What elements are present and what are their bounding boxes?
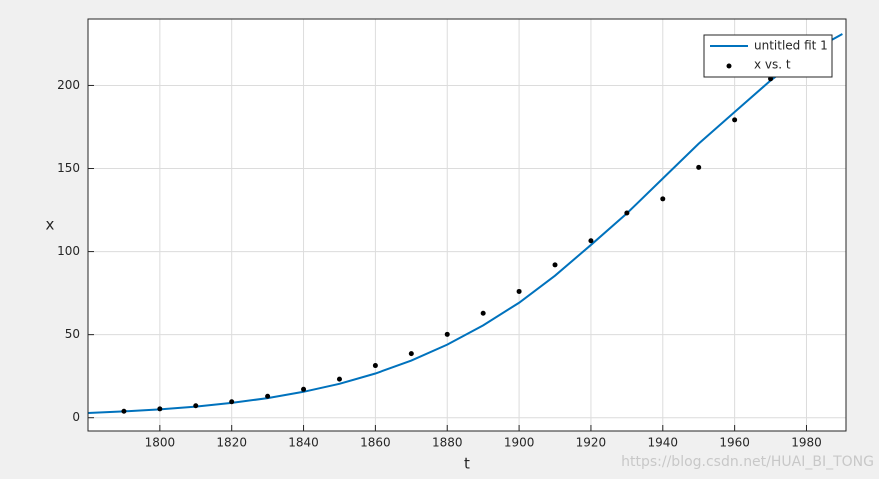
x-tick-label: 1900 bbox=[504, 436, 535, 450]
fit-line bbox=[88, 33, 843, 415]
x-tick-label: 1960 bbox=[719, 436, 750, 450]
y-tick-label: 0 bbox=[72, 410, 80, 424]
legend-label: x vs. t bbox=[754, 58, 791, 72]
axes-box bbox=[87, 18, 847, 432]
legend-box bbox=[703, 34, 833, 78]
data-point bbox=[660, 196, 666, 202]
data-point bbox=[193, 403, 199, 409]
data-point bbox=[229, 399, 235, 405]
data-point bbox=[588, 238, 594, 244]
data-point bbox=[768, 76, 774, 82]
data-point bbox=[157, 406, 163, 412]
x-axis-label: t bbox=[464, 455, 470, 473]
legend-marker bbox=[726, 63, 732, 69]
x-tick-label: 1920 bbox=[576, 436, 607, 450]
y-axis-label: x bbox=[46, 216, 55, 234]
x-tick-label: 1800 bbox=[145, 436, 176, 450]
data-point bbox=[624, 210, 630, 216]
x-tick-label: 1840 bbox=[288, 436, 319, 450]
data-point bbox=[265, 393, 271, 399]
watermark: https://blog.csdn.net/HUAI_BI_TONG bbox=[621, 454, 874, 470]
data-point bbox=[444, 331, 450, 337]
data-point bbox=[732, 117, 738, 123]
plot-area bbox=[88, 19, 846, 431]
x-tick-label: 1980 bbox=[791, 436, 822, 450]
x-tick-label: 1880 bbox=[432, 436, 463, 450]
legend-label: untitled fit 1 bbox=[754, 39, 828, 53]
data-point bbox=[552, 262, 558, 268]
x-tick-label: 1820 bbox=[216, 436, 247, 450]
data-point bbox=[121, 408, 127, 414]
y-tick-label: 200 bbox=[57, 78, 80, 92]
y-tick-label: 100 bbox=[57, 244, 80, 258]
data-point bbox=[301, 386, 307, 392]
data-point bbox=[372, 363, 378, 369]
x-tick-label: 1860 bbox=[360, 436, 391, 450]
data-point bbox=[336, 376, 342, 382]
x-tick-label: 1940 bbox=[648, 436, 679, 450]
y-tick-label: 50 bbox=[65, 327, 80, 341]
data-point bbox=[408, 351, 414, 357]
y-tick-label: 150 bbox=[57, 161, 80, 175]
data-point bbox=[480, 310, 486, 316]
data-point bbox=[516, 288, 522, 294]
data-point bbox=[696, 164, 702, 170]
